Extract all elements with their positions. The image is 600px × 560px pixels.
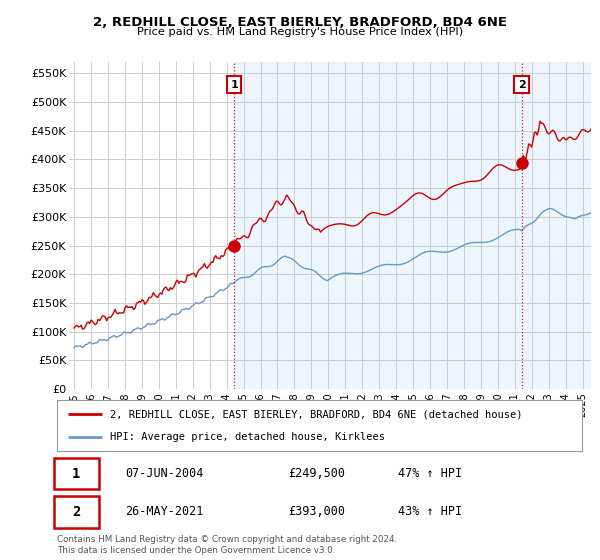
Text: 26-MAY-2021: 26-MAY-2021 [125,505,203,519]
Text: 47% ↑ HPI: 47% ↑ HPI [398,467,463,480]
Text: HPI: Average price, detached house, Kirklees: HPI: Average price, detached house, Kirk… [110,432,385,442]
Text: Price paid vs. HM Land Registry's House Price Index (HPI): Price paid vs. HM Land Registry's House … [137,27,463,38]
Text: 2, REDHILL CLOSE, EAST BIERLEY, BRADFORD, BD4 6NE: 2, REDHILL CLOSE, EAST BIERLEY, BRADFORD… [93,16,507,29]
Text: 07-JUN-2004: 07-JUN-2004 [125,467,203,480]
Text: 43% ↑ HPI: 43% ↑ HPI [398,505,463,519]
Bar [234,62,591,389]
Text: 2: 2 [518,80,526,90]
Text: £393,000: £393,000 [288,505,345,519]
Text: Contains HM Land Registry data © Crown copyright and database right 2024.
This d: Contains HM Land Registry data © Crown c… [57,535,397,555]
FancyBboxPatch shape [55,496,99,528]
Text: £249,500: £249,500 [288,467,345,480]
FancyBboxPatch shape [55,458,99,489]
Text: 1: 1 [230,80,238,90]
Text: 1: 1 [72,467,80,480]
Text: 2, REDHILL CLOSE, EAST BIERLEY, BRADFORD, BD4 6NE (detached house): 2, REDHILL CLOSE, EAST BIERLEY, BRADFORD… [110,409,522,419]
Text: 2: 2 [72,505,80,519]
